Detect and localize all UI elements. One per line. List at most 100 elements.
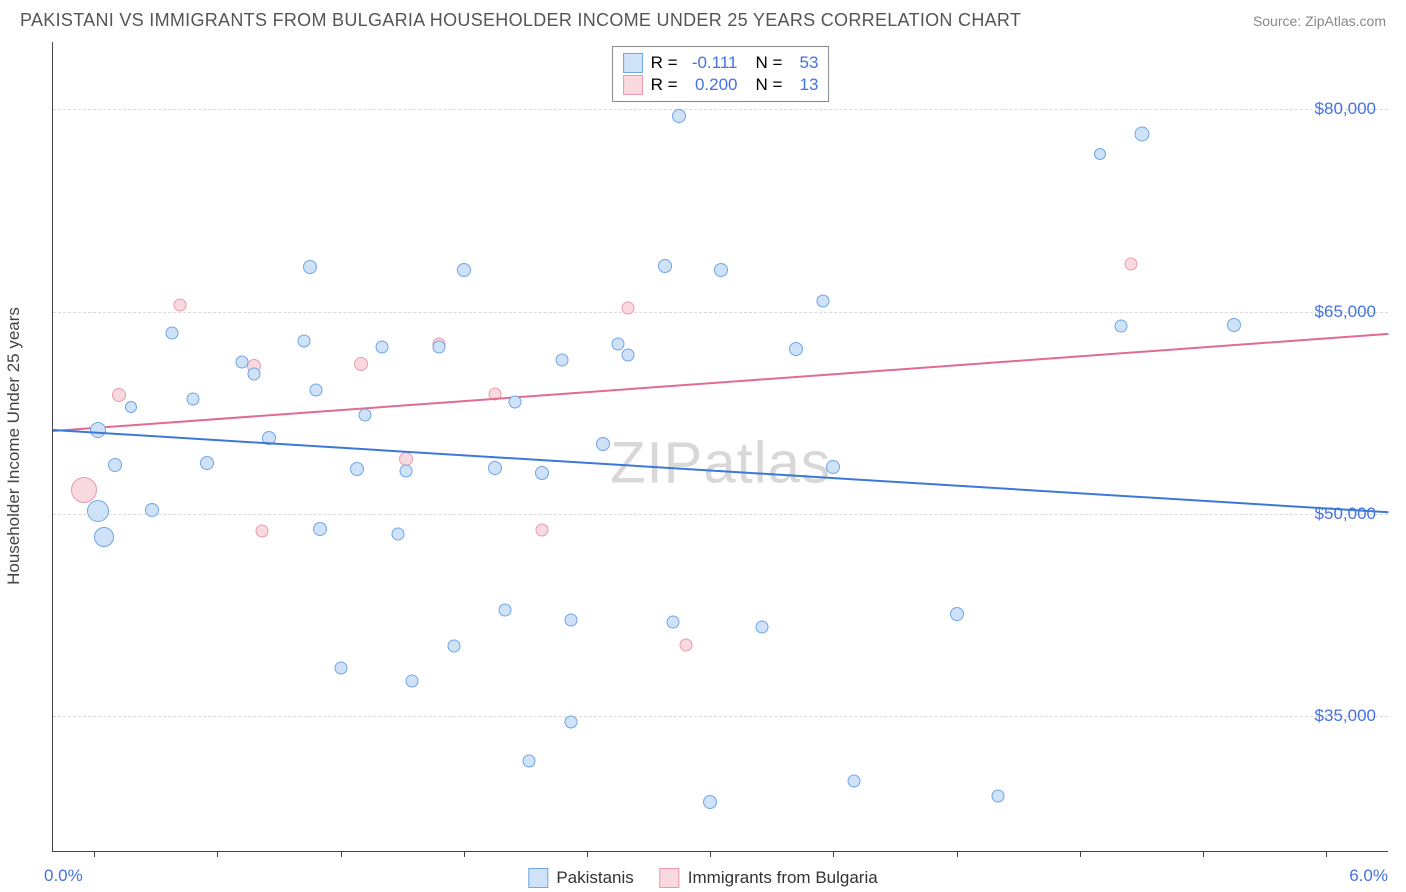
x-tick <box>217 851 218 857</box>
data-point-a <box>400 464 413 477</box>
stats-row-a: R = -0.111 N = 53 <box>623 53 819 73</box>
n-label-a: N = <box>756 53 783 73</box>
watermark: ZIPatlas <box>610 429 831 496</box>
data-point-a <box>564 715 577 728</box>
swatch-series-b <box>623 75 643 95</box>
data-point-a <box>564 614 577 627</box>
trend-line-b <box>53 333 1388 432</box>
x-tick <box>957 851 958 857</box>
data-point-b <box>679 638 692 651</box>
data-point-b <box>112 388 126 402</box>
stats-legend: R = -0.111 N = 53 R = 0.200 N = 13 <box>612 46 830 102</box>
y-tick-label: $65,000 <box>1315 302 1376 322</box>
data-point-a <box>523 754 536 767</box>
data-point-b <box>1125 258 1138 271</box>
trend-line-a <box>53 429 1388 513</box>
data-point-b <box>71 477 97 503</box>
series-legend: Pakistanis Immigrants from Bulgaria <box>528 868 877 888</box>
data-point-a <box>186 393 199 406</box>
x-tick <box>710 851 711 857</box>
x-tick <box>464 851 465 857</box>
x-tick <box>587 851 588 857</box>
data-point-a <box>755 621 768 634</box>
x-tick <box>341 851 342 857</box>
r-value-a: -0.111 <box>686 53 738 73</box>
x-tick <box>1326 851 1327 857</box>
data-point-a <box>535 466 549 480</box>
data-point-a <box>1134 126 1149 141</box>
data-point-a <box>991 789 1004 802</box>
r-label-a: R = <box>651 53 678 73</box>
y-tick-label: $35,000 <box>1315 706 1376 726</box>
y-axis-label: Householder Income Under 25 years <box>4 307 24 585</box>
data-point-a <box>826 460 840 474</box>
data-point-a <box>350 462 364 476</box>
data-point-a <box>596 437 610 451</box>
chart-area: ZIPatlas R = -0.111 N = 53 R = 0.200 N =… <box>52 42 1388 852</box>
data-point-a <box>848 774 861 787</box>
data-point-a <box>1094 148 1106 160</box>
data-point-a <box>556 354 569 367</box>
data-point-a <box>457 263 471 277</box>
data-point-a <box>406 675 419 688</box>
data-point-a <box>447 640 460 653</box>
data-point-a <box>375 340 388 353</box>
data-point-a <box>303 260 317 274</box>
y-tick-label: $80,000 <box>1315 99 1376 119</box>
swatch-a-icon <box>528 868 548 888</box>
x-min-label: 0.0% <box>44 866 83 886</box>
data-point-a <box>392 528 405 541</box>
gridline <box>53 514 1388 515</box>
data-point-a <box>1115 320 1128 333</box>
n-value-a: 53 <box>790 53 818 73</box>
x-max-label: 6.0% <box>1349 866 1388 886</box>
data-point-a <box>667 615 680 628</box>
legend-label-a: Pakistanis <box>556 868 633 888</box>
data-point-a <box>248 367 261 380</box>
n-label-b: N = <box>756 75 783 95</box>
data-point-a <box>817 294 830 307</box>
x-tick <box>833 851 834 857</box>
data-point-b <box>622 301 635 314</box>
legend-item-a: Pakistanis <box>528 868 633 888</box>
chart-title: PAKISTANI VS IMMIGRANTS FROM BULGARIA HO… <box>20 10 1021 31</box>
legend-label-b: Immigrants from Bulgaria <box>688 868 878 888</box>
data-point-a <box>359 409 372 422</box>
data-point-a <box>672 109 686 123</box>
stats-row-b: R = 0.200 N = 13 <box>623 75 819 95</box>
data-point-b <box>256 525 269 538</box>
data-point-a <box>235 355 248 368</box>
data-point-a <box>145 503 159 517</box>
data-point-a <box>297 335 310 348</box>
x-tick <box>1080 851 1081 857</box>
data-point-a <box>433 340 446 353</box>
gridline <box>53 109 1388 110</box>
data-point-a <box>789 342 803 356</box>
data-point-a <box>200 456 214 470</box>
data-point-a <box>87 500 109 522</box>
data-point-a <box>611 338 624 351</box>
r-label-b: R = <box>651 75 678 95</box>
data-point-a <box>950 607 964 621</box>
data-point-a <box>1227 318 1241 332</box>
data-point-a <box>703 795 717 809</box>
data-point-a <box>309 383 322 396</box>
data-point-b <box>354 357 368 371</box>
legend-item-b: Immigrants from Bulgaria <box>660 868 878 888</box>
source-label: Source: ZipAtlas.com <box>1253 13 1386 29</box>
data-point-a <box>622 348 635 361</box>
data-point-a <box>90 422 106 438</box>
data-point-a <box>108 458 122 472</box>
x-tick <box>1203 851 1204 857</box>
n-value-b: 13 <box>790 75 818 95</box>
data-point-a <box>94 527 114 547</box>
gridline <box>53 716 1388 717</box>
data-point-a <box>488 461 502 475</box>
r-value-b: 0.200 <box>686 75 738 95</box>
data-point-b <box>174 298 187 311</box>
swatch-b-icon <box>660 868 680 888</box>
data-point-a <box>125 401 137 413</box>
data-point-a <box>658 259 672 273</box>
data-point-a <box>509 396 522 409</box>
data-point-a <box>334 661 347 674</box>
